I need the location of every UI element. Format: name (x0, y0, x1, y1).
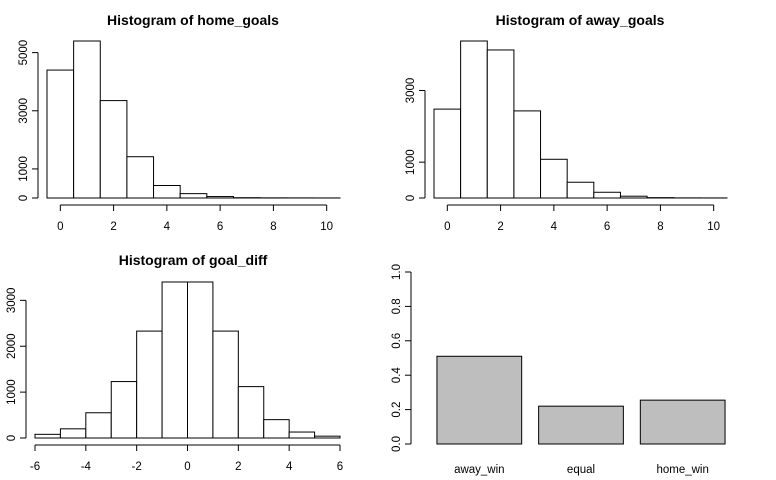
x-category-label: away_win (454, 464, 505, 476)
x-tick-label: 10 (707, 221, 720, 233)
bar-home_win (639, 399, 726, 445)
y-tick-label: 5000 (18, 40, 30, 66)
histogram-bar (460, 40, 488, 199)
histogram-bar (59, 428, 87, 439)
histogram-bar (34, 433, 61, 439)
y-tick-label: 0.2 (391, 402, 403, 418)
histogram-bar (486, 49, 515, 199)
histogram-bar (433, 108, 462, 199)
x-tick-label: 4 (551, 221, 558, 233)
y-tick-label: 0 (18, 195, 30, 201)
goal-diff-histogram: Histogram of goal_diff -6 -4 -2 0 2 4 6 0 1000 20… (6, 252, 343, 473)
histogram-bar (263, 419, 290, 439)
histogram-bar (85, 412, 112, 439)
histogram-bar (161, 281, 188, 439)
x-tick-label: 6 (337, 461, 343, 473)
histogram-bar (187, 281, 214, 439)
histogram-bar (513, 110, 542, 199)
histogram-bar (237, 386, 265, 439)
y-tick-label: 3000 (18, 98, 30, 124)
x-tick-label: 0 (57, 221, 63, 233)
chart-title: Histogram of away_goals (496, 12, 665, 28)
x-tick-label: 6 (217, 221, 223, 233)
y-tick-label: 1000 (405, 149, 417, 175)
y-tick-label: 0.8 (391, 298, 403, 314)
histogram-bar (126, 156, 155, 199)
histogram-bar (206, 196, 234, 199)
y-tick-label: 1000 (18, 156, 30, 182)
histogram-bar (179, 193, 208, 199)
histogram-bar (73, 40, 101, 199)
y-tick-label: 2000 (6, 333, 18, 359)
x-tick-label: -2 (132, 461, 142, 473)
histogram-bar (153, 184, 181, 199)
away-goals-histogram: Histogram of away_goals 0 2 4 6 8 10 0 1000 3000 (405, 12, 728, 233)
outcome-proportion-barplot: away_win equal home_win 0.0 0.2 0.4 0.6 0.8 1.0 (391, 264, 726, 476)
y-tick-label: 0.4 (391, 367, 403, 384)
chart-title: Histogram of home_goals (107, 12, 279, 28)
x-tick-label: 6 (604, 221, 610, 233)
x-tick-label: 8 (657, 221, 663, 233)
x-tick-label: -6 (30, 461, 40, 473)
histogram-bar (136, 330, 163, 439)
histogram-bar (212, 330, 239, 439)
y-tick-label: 0 (6, 435, 18, 441)
x-tick-label: 2 (497, 221, 503, 233)
histogram-bar (566, 181, 595, 199)
x-tick-label: 4 (164, 221, 171, 233)
bar-equal (538, 405, 624, 445)
bar-away_win (436, 355, 523, 445)
histogram-bar (314, 435, 341, 439)
x-tick-label: 0 (444, 221, 450, 233)
x-category-label: home_win (656, 464, 708, 476)
home-goals-histogram: Histogram of home_goals 0 2 4 6 8 10 0 1000 3000… (18, 12, 341, 233)
y-tick-label: 0 (405, 195, 417, 201)
y-tick-label: 3000 (405, 78, 417, 104)
y-tick-label: 0.6 (391, 333, 403, 349)
histogram-bar (110, 381, 138, 439)
histogram-bar (540, 158, 568, 199)
x-tick-label: 0 (184, 461, 190, 473)
histogram-bar (46, 69, 75, 199)
y-tick-label: 1000 (6, 379, 18, 405)
x-tick-label: 10 (320, 221, 333, 233)
x-tick-label: 8 (270, 221, 276, 233)
histogram-bar (619, 195, 648, 199)
histogram-bar (288, 431, 316, 439)
chart-title: Histogram of goal_diff (119, 252, 268, 268)
x-tick-label: -4 (81, 461, 92, 473)
x-tick-label: 2 (110, 221, 116, 233)
x-tick-label: 2 (235, 461, 241, 473)
y-tick-label: 3000 (6, 288, 18, 314)
histogram-bar (99, 100, 128, 199)
histogram-bar (593, 191, 621, 199)
x-category-label: equal (567, 464, 595, 476)
x-tick-label: 4 (286, 461, 293, 473)
y-tick-label: 1.0 (391, 264, 403, 280)
y-tick-label: 0.0 (391, 436, 403, 452)
